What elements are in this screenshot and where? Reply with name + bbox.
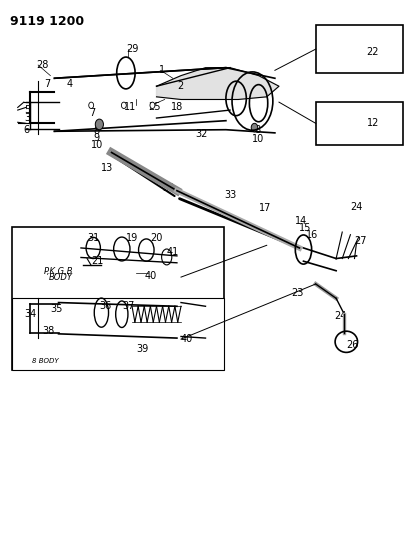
Text: 9119 1200: 9119 1200 — [9, 14, 84, 28]
Text: 5: 5 — [24, 105, 30, 115]
Text: 20: 20 — [150, 233, 163, 244]
Circle shape — [251, 123, 258, 132]
Text: 14: 14 — [296, 216, 307, 227]
Text: 11: 11 — [124, 102, 136, 112]
Text: 31: 31 — [87, 233, 99, 244]
Text: 40: 40 — [144, 271, 157, 280]
Text: 7: 7 — [89, 108, 95, 118]
Text: 33: 33 — [224, 190, 236, 200]
Text: 26: 26 — [346, 340, 359, 350]
Text: 21: 21 — [91, 256, 104, 266]
Text: 27: 27 — [355, 236, 367, 246]
Bar — [12, 227, 224, 370]
Text: 30: 30 — [163, 183, 175, 193]
Text: 2: 2 — [177, 81, 183, 91]
Text: 7: 7 — [44, 78, 51, 88]
Text: 29: 29 — [126, 44, 138, 54]
Text: 22: 22 — [367, 47, 379, 56]
Text: 28: 28 — [36, 60, 48, 70]
Text: 32: 32 — [195, 130, 208, 140]
Text: 10: 10 — [91, 140, 104, 150]
Text: 9: 9 — [93, 133, 99, 143]
Text: 8: 8 — [254, 125, 261, 135]
Text: 40: 40 — [181, 334, 193, 344]
Text: 8: 8 — [93, 126, 99, 136]
Text: 41: 41 — [167, 247, 179, 257]
Text: 3: 3 — [24, 113, 30, 123]
Text: 12: 12 — [367, 118, 379, 128]
Text: 13: 13 — [102, 164, 114, 173]
Text: 6: 6 — [24, 125, 30, 135]
Text: P,K,G,B: P,K,G,B — [44, 268, 74, 276]
Text: 15: 15 — [299, 223, 312, 233]
Text: 36: 36 — [99, 301, 112, 311]
Circle shape — [121, 102, 126, 109]
Text: 8 BODY: 8 BODY — [32, 358, 59, 364]
Circle shape — [89, 102, 94, 109]
Text: BODY: BODY — [48, 273, 72, 282]
Text: 25: 25 — [148, 102, 161, 112]
Text: 1: 1 — [159, 66, 165, 75]
Bar — [316, 25, 404, 73]
Text: 4: 4 — [67, 78, 73, 88]
Text: 17: 17 — [259, 203, 271, 213]
Text: 18: 18 — [171, 102, 183, 112]
Text: 24: 24 — [334, 311, 346, 321]
Text: 16: 16 — [305, 230, 318, 240]
Bar — [316, 102, 404, 144]
Text: 34: 34 — [24, 309, 36, 319]
Text: 35: 35 — [51, 304, 63, 314]
Text: 19: 19 — [126, 233, 138, 244]
Text: 39: 39 — [136, 344, 148, 354]
Circle shape — [95, 119, 104, 130]
Text: 38: 38 — [42, 326, 55, 336]
Polygon shape — [157, 68, 279, 100]
Text: 37: 37 — [122, 301, 134, 311]
Text: 23: 23 — [291, 288, 304, 298]
Circle shape — [150, 102, 155, 109]
Text: 24: 24 — [351, 202, 363, 212]
Text: 10: 10 — [252, 134, 265, 144]
Bar — [12, 298, 224, 370]
